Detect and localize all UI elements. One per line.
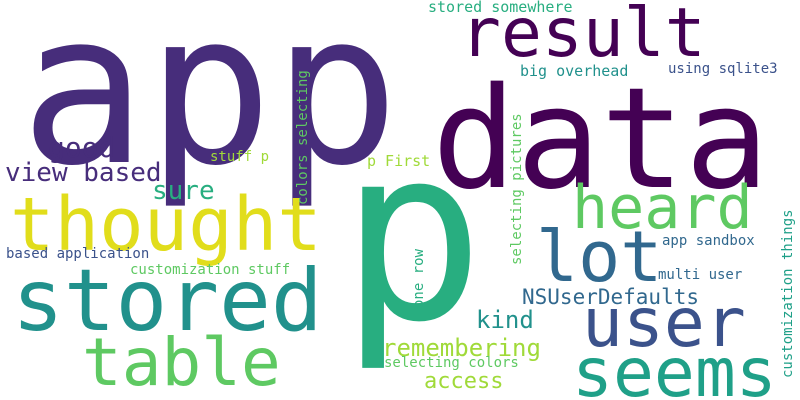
word-multi-user: multi user (658, 267, 743, 283)
word-kind: kind (476, 306, 534, 334)
word-p-first: p First (367, 152, 431, 170)
word-big-overhead: big overhead (520, 62, 629, 80)
word-remembering: remembering (382, 334, 541, 362)
word-app: app (20, 0, 400, 212)
word-sure: sure (152, 176, 215, 206)
word-table: table (82, 324, 281, 400)
word-using-sqlite3: using sqlite3 (668, 61, 778, 77)
word-good: good (48, 131, 116, 164)
word-heard: heard (572, 173, 753, 243)
word-customization-stuff: customization stuff (130, 262, 291, 278)
word-data: data (432, 58, 770, 221)
word-app-sandbox: app sandbox (662, 233, 755, 249)
word-stuff-p: stuff p (210, 149, 270, 165)
word-nsuserdefaults: NSUserDefaults (522, 285, 700, 309)
word-one-row: one row (411, 248, 427, 308)
word-thought: thought (10, 182, 322, 268)
word-p: p (340, 95, 485, 375)
word-stored: stored (12, 251, 323, 351)
word-colors-selecting: colors selecting (295, 70, 311, 205)
word-access: access (424, 369, 504, 394)
word-lot: lot (536, 216, 663, 298)
word-view-based: view based (5, 158, 162, 188)
word-based-application: based application (6, 246, 150, 262)
word-selecting-colors: selecting colors (384, 355, 519, 371)
word-customization-things: customization things (780, 209, 796, 378)
word-seems: seems (572, 334, 777, 400)
word-user: user (582, 284, 746, 363)
word-selecting-pictures: selecting pictures (509, 113, 525, 265)
word-stored-somewhere: stored somewhere (428, 0, 573, 16)
word-result: result (460, 0, 706, 73)
